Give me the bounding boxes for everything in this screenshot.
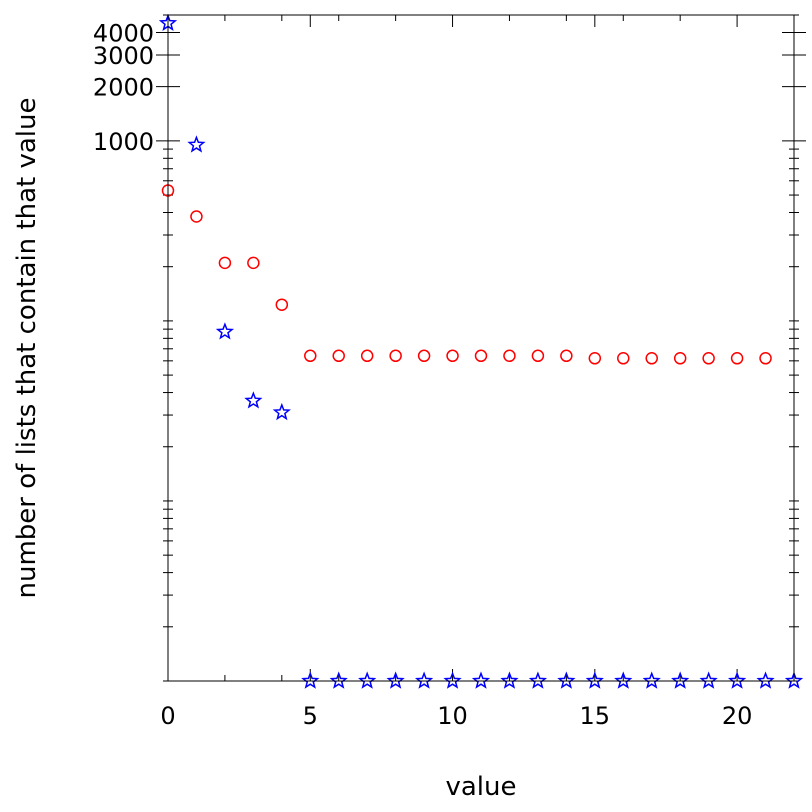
x-tick-label: 10 — [437, 702, 468, 730]
data-point-circle — [730, 352, 744, 365]
data-point-circle — [617, 352, 630, 365]
data-point-star — [358, 671, 377, 689]
data-point-star — [443, 671, 462, 689]
data-point-circle — [503, 349, 516, 363]
data-point-star — [784, 671, 804, 689]
data-point-circle — [332, 349, 345, 363]
data-point-star — [500, 671, 519, 689]
x-axis-label: value — [445, 772, 516, 802]
data-point-star — [244, 391, 263, 409]
data-point-star — [187, 135, 206, 153]
data-point-star — [215, 322, 235, 340]
x-tick-label: 15 — [580, 702, 611, 730]
data-point-circle — [247, 256, 260, 270]
data-point-star — [614, 671, 633, 689]
minor-ticks — [163, 14, 799, 682]
data-point-star — [528, 671, 548, 689]
data-points — [158, 13, 804, 689]
data-point-star — [585, 671, 604, 689]
data-point-circle — [560, 349, 573, 363]
data-point-star — [756, 671, 775, 689]
data-point-star — [557, 671, 576, 689]
data-point-star — [329, 671, 348, 689]
data-point-circle — [645, 352, 658, 365]
data-point-circle — [389, 349, 402, 363]
data-point-circle — [446, 349, 459, 363]
data-point-circle — [417, 349, 431, 363]
x-tick-label: 20 — [722, 702, 753, 730]
data-point-circle — [360, 349, 374, 363]
y-tick-label: 4000 — [93, 19, 154, 47]
data-point-star — [301, 671, 320, 689]
data-point-circle — [673, 352, 687, 365]
y-tick-label: 2000 — [93, 74, 154, 102]
y-tick-label: 1000 — [93, 128, 154, 156]
y-axis-label: number of lists that contain that value — [12, 98, 42, 599]
data-point-star — [642, 671, 661, 689]
data-point-star — [727, 671, 747, 689]
data-point-star — [471, 671, 491, 689]
data-point-star — [671, 671, 690, 689]
data-point-circle — [702, 352, 715, 365]
y-tick-label: 3000 — [93, 42, 154, 70]
data-point-star — [414, 671, 434, 689]
data-point-circle — [190, 210, 203, 223]
data-point-circle — [588, 352, 602, 365]
data-point-circle — [275, 298, 289, 311]
data-point-circle — [304, 349, 317, 363]
data-point-circle — [474, 349, 488, 363]
data-point-circle — [531, 349, 545, 363]
data-point-star — [699, 671, 718, 689]
data-point-circle — [759, 352, 772, 365]
data-point-circle — [218, 256, 232, 270]
plot-frame — [167, 14, 795, 682]
data-point-star — [386, 671, 405, 689]
x-tick-label: 5 — [303, 702, 318, 730]
x-tick-label: 0 — [160, 702, 175, 730]
data-point-star — [272, 402, 291, 421]
x-axis-ticks: 0 5 10 15 20 — [160, 15, 752, 730]
